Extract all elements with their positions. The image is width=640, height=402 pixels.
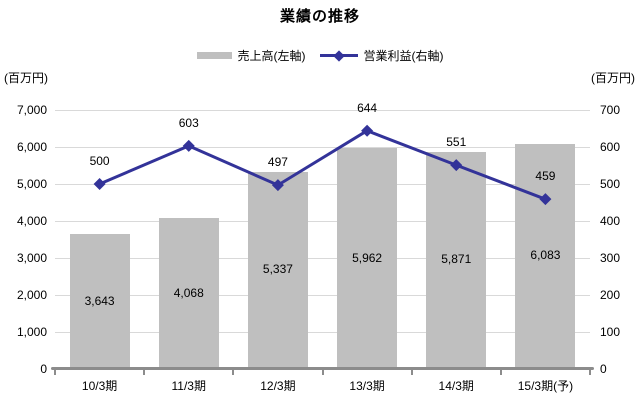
point-value-label: 551 [446, 135, 467, 150]
diamond-marker-icon [332, 49, 345, 62]
diamond-marker-icon [93, 178, 106, 190]
line-series-swatch [319, 49, 358, 62]
x-axis-category-label: 15/3期(予) [517, 379, 574, 393]
right-axis-tick-label: 400 [600, 214, 621, 228]
gridline [55, 332, 590, 333]
point-value-label: 644 [357, 100, 378, 115]
bar [337, 148, 398, 369]
x-axis-category-label: 14/3期 [438, 379, 474, 393]
legend-item-operating-profit: 営業利益(右軸) [319, 47, 444, 64]
x-axis-line [51, 367, 594, 370]
diamond-marker-icon [361, 124, 374, 137]
x-axis-category-label: 12/3期 [260, 379, 296, 393]
gridline [55, 184, 590, 185]
point-value-label: 500 [89, 154, 110, 168]
x-axis-tick [232, 370, 235, 375]
legend: 売上高(左軸) 営業利益(右軸) [0, 47, 640, 64]
bar-value-label: 4,068 [173, 285, 204, 300]
right-axis-unit: (百万円) [591, 71, 635, 85]
right-axis-tick-label: 100 [600, 325, 621, 339]
x-axis-tick [589, 370, 591, 375]
x-axis-category-label: 13/3期 [349, 379, 385, 393]
diamond-marker-icon [271, 179, 284, 192]
bar [158, 218, 219, 369]
bar-value-label: 3,643 [84, 293, 115, 308]
x-axis-tick [54, 370, 56, 375]
gridline [55, 110, 590, 111]
right-axis-tick-label: 0 [600, 362, 607, 376]
bar-value-label: 5,871 [441, 252, 472, 267]
right-axis-tick-label: 600 [600, 140, 621, 154]
gridline [55, 258, 590, 259]
left-axis-tick-label: 5,000 [16, 177, 47, 191]
right-axis-tick-label: 300 [600, 251, 621, 265]
x-axis-category-label: 10/3期 [81, 379, 118, 393]
point-value-label: 459 [535, 169, 556, 184]
right-axis-tick-label: 700 [600, 103, 621, 117]
left-axis-tick-label: 4,000 [16, 214, 47, 228]
legend-item-sales: 売上高(左軸) [196, 47, 306, 64]
x-axis-category-label: 11/3期 [171, 379, 206, 393]
bar [247, 171, 308, 369]
right-axis-tick-label: 200 [600, 288, 621, 302]
bar-series-swatch [196, 52, 232, 59]
bar-value-label: 5,962 [352, 250, 383, 265]
legend-label-operating-profit: 営業利益(右軸) [363, 49, 444, 63]
gridline [55, 221, 590, 222]
left-axis-tick-label: 6,000 [16, 140, 47, 154]
line-series [93, 124, 552, 206]
right-axis-tick-label: 500 [600, 177, 621, 191]
left-axis-tick-label: 2,000 [16, 288, 47, 302]
bar-value-label: 6,083 [530, 248, 561, 263]
gridline [55, 147, 590, 148]
line-path [98, 129, 546, 201]
x-axis-tick [499, 370, 502, 375]
point-value-label: 603 [178, 115, 199, 130]
left-axis-tick-label: 3,000 [16, 251, 47, 265]
bar [426, 151, 487, 369]
plot-area: 3,643 4,068 5,337 5,962 5,871 6,083 10/3期 11/3期… [51, 101, 594, 393]
diamond-marker-icon [182, 139, 195, 152]
left-axis-unit: (百万円) [4, 71, 48, 85]
x-axis-tick [410, 370, 413, 375]
bar [69, 234, 130, 369]
x-axis-tick [143, 370, 146, 375]
x-axis-tick [321, 370, 324, 375]
diamond-marker-icon [539, 193, 552, 206]
point-value-label: 497 [267, 155, 288, 170]
legend-label-sales: 売上高(左軸) [237, 49, 306, 63]
chart-title: 業績の推移 [279, 8, 360, 25]
gridline [55, 295, 590, 296]
left-axis-tick-label: 1,000 [16, 325, 47, 339]
diamond-marker-icon [450, 159, 463, 172]
bar [515, 143, 576, 369]
bar-value-label: 5,337 [262, 262, 293, 277]
left-axis-tick-label: 7,000 [16, 103, 47, 117]
left-axis-tick-label: 0 [40, 362, 47, 376]
